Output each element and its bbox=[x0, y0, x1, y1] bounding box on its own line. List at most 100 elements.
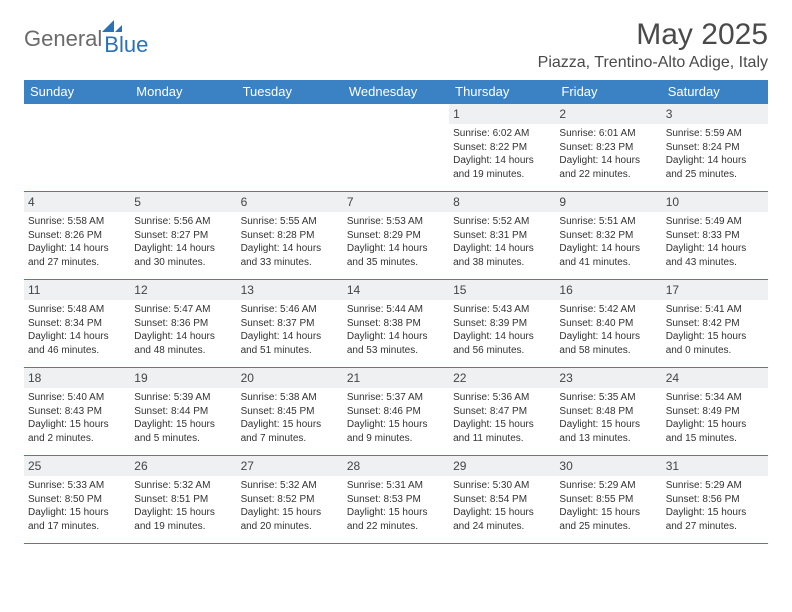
day-header-row: SundayMondayTuesdayWednesdayThursdayFrid… bbox=[24, 80, 768, 104]
day-cell: 28 Sunrise: 5:31 AMSunset: 8:53 PMDayligh… bbox=[343, 456, 449, 544]
day-info: Sunrise: 5:35 AMSunset: 8:48 PMDaylight:… bbox=[559, 391, 657, 445]
month-title: May 2025 bbox=[538, 18, 768, 52]
day-number: 8 bbox=[449, 192, 555, 212]
day-number: 30 bbox=[555, 456, 661, 476]
day-number: 24 bbox=[662, 368, 768, 388]
day-number: 23 bbox=[555, 368, 661, 388]
day-number: 16 bbox=[555, 280, 661, 300]
day-number: 4 bbox=[24, 192, 130, 212]
logo: GeneralBlue bbox=[24, 18, 148, 58]
week-row: 18 Sunrise: 5:40 AMSunset: 8:43 PMDayligh… bbox=[24, 368, 768, 456]
day-cell: 7Sunrise: 5:53 AMSunset: 8:29 PMDaylight… bbox=[343, 192, 449, 280]
day-number: 21 bbox=[343, 368, 449, 388]
day-info: Sunrise: 5:36 AMSunset: 8:47 PMDaylight:… bbox=[453, 391, 551, 445]
day-info: Sunrise: 5:29 AMSunset: 8:56 PMDaylight:… bbox=[666, 479, 764, 533]
day-number: 27 bbox=[237, 456, 343, 476]
day-info: Sunrise: 5:47 AMSunset: 8:36 PMDaylight:… bbox=[134, 303, 232, 357]
day-info: Sunrise: 5:37 AMSunset: 8:46 PMDaylight:… bbox=[347, 391, 445, 445]
day-cell: 16 Sunrise: 5:42 AMSunset: 8:40 PMDayligh… bbox=[555, 280, 661, 368]
day-number: 11 bbox=[24, 280, 130, 300]
calendar-table: SundayMondayTuesdayWednesdayThursdayFrid… bbox=[24, 80, 768, 544]
day-cell: 10 Sunrise: 5:49 AMSunset: 8:33 PMDayligh… bbox=[662, 192, 768, 280]
day-cell: 26Sunrise: 5:32 AMSunset: 8:51 PMDayligh… bbox=[130, 456, 236, 544]
logo-icon-wrap: Blue bbox=[104, 26, 148, 58]
day-number: 22 bbox=[449, 368, 555, 388]
day-number: 12 bbox=[130, 280, 236, 300]
day-cell bbox=[24, 104, 130, 192]
day-number: 29 bbox=[449, 456, 555, 476]
day-number: 7 bbox=[343, 192, 449, 212]
day-header: Wednesday bbox=[343, 80, 449, 104]
day-info: Sunrise: 5:38 AMSunset: 8:45 PMDaylight:… bbox=[241, 391, 339, 445]
day-number: 17 bbox=[662, 280, 768, 300]
day-info: Sunrise: 5:59 AMSunset: 8:24 PMDaylight:… bbox=[666, 127, 764, 181]
day-cell: 31Sunrise: 5:29 AMSunset: 8:56 PMDayligh… bbox=[662, 456, 768, 544]
day-info: Sunrise: 5:29 AMSunset: 8:55 PMDaylight:… bbox=[559, 479, 657, 533]
day-cell: 21 Sunrise: 5:37 AMSunset: 8:46 PMDayligh… bbox=[343, 368, 449, 456]
day-header: Thursday bbox=[449, 80, 555, 104]
day-cell: 22 Sunrise: 5:36 AMSunset: 8:47 PMDayligh… bbox=[449, 368, 555, 456]
day-info: Sunrise: 5:30 AMSunset: 8:54 PMDaylight:… bbox=[453, 479, 551, 533]
day-cell: 13Sunrise: 5:46 AMSunset: 8:37 PMDayligh… bbox=[237, 280, 343, 368]
day-cell: 14Sunrise: 5:44 AMSunset: 8:38 PMDayligh… bbox=[343, 280, 449, 368]
week-row: 25Sunrise: 5:33 AMSunset: 8:50 PMDayligh… bbox=[24, 456, 768, 544]
empty-day bbox=[237, 104, 343, 124]
day-header: Tuesday bbox=[237, 80, 343, 104]
day-cell: 29 Sunrise: 5:30 AMSunset: 8:54 PMDayligh… bbox=[449, 456, 555, 544]
day-cell: 2 Sunrise: 6:01 AMSunset: 8:23 PMDaylight… bbox=[555, 104, 661, 192]
day-info: Sunrise: 5:31 AMSunset: 8:53 PMDaylight:… bbox=[347, 479, 445, 533]
day-info: Sunrise: 5:40 AMSunset: 8:43 PMDaylight:… bbox=[28, 391, 126, 445]
day-cell: 30 Sunrise: 5:29 AMSunset: 8:55 PMDayligh… bbox=[555, 456, 661, 544]
day-number: 13 bbox=[237, 280, 343, 300]
location: Piazza, Trentino-Alto Adige, Italy bbox=[538, 54, 768, 72]
day-number: 2 bbox=[555, 104, 661, 124]
day-number: 20 bbox=[237, 368, 343, 388]
day-cell: 18 Sunrise: 5:40 AMSunset: 8:43 PMDayligh… bbox=[24, 368, 130, 456]
day-info: Sunrise: 5:52 AMSunset: 8:31 PMDaylight:… bbox=[453, 215, 551, 269]
day-number: 14 bbox=[343, 280, 449, 300]
day-cell: 15Sunrise: 5:43 AMSunset: 8:39 PMDayligh… bbox=[449, 280, 555, 368]
day-cell: 5 Sunrise: 5:56 AMSunset: 8:27 PMDaylight… bbox=[130, 192, 236, 280]
day-cell: 24 Sunrise: 5:34 AMSunset: 8:49 PMDayligh… bbox=[662, 368, 768, 456]
day-header: Friday bbox=[555, 80, 661, 104]
empty-day bbox=[343, 104, 449, 124]
day-info: Sunrise: 5:58 AMSunset: 8:26 PMDaylight:… bbox=[28, 215, 126, 269]
week-row: 11Sunrise: 5:48 AMSunset: 8:34 PMDayligh… bbox=[24, 280, 768, 368]
day-number: 28 bbox=[343, 456, 449, 476]
day-cell bbox=[130, 104, 236, 192]
day-cell: 3Sunrise: 5:59 AMSunset: 8:24 PMDaylight… bbox=[662, 104, 768, 192]
day-cell bbox=[237, 104, 343, 192]
day-info: Sunrise: 6:02 AMSunset: 8:22 PMDaylight:… bbox=[453, 127, 551, 181]
header: GeneralBlue May 2025 Piazza, Trentino-Al… bbox=[24, 18, 768, 72]
empty-day bbox=[24, 104, 130, 124]
day-cell: 12 Sunrise: 5:47 AMSunset: 8:36 PMDayligh… bbox=[130, 280, 236, 368]
day-number: 5 bbox=[130, 192, 236, 212]
day-info: Sunrise: 5:51 AMSunset: 8:32 PMDaylight:… bbox=[559, 215, 657, 269]
title-block: May 2025 Piazza, Trentino-Alto Adige, It… bbox=[538, 18, 768, 72]
day-cell: 19 Sunrise: 5:39 AMSunset: 8:44 PMDayligh… bbox=[130, 368, 236, 456]
empty-day bbox=[130, 104, 236, 124]
day-number: 25 bbox=[24, 456, 130, 476]
day-number: 18 bbox=[24, 368, 130, 388]
day-info: Sunrise: 5:42 AMSunset: 8:40 PMDaylight:… bbox=[559, 303, 657, 357]
day-info: Sunrise: 6:01 AMSunset: 8:23 PMDaylight:… bbox=[559, 127, 657, 181]
day-number: 6 bbox=[237, 192, 343, 212]
day-cell: 4 Sunrise: 5:58 AMSunset: 8:26 PMDaylight… bbox=[24, 192, 130, 280]
day-info: Sunrise: 5:39 AMSunset: 8:44 PMDaylight:… bbox=[134, 391, 232, 445]
week-row: 4 Sunrise: 5:58 AMSunset: 8:26 PMDaylight… bbox=[24, 192, 768, 280]
day-info: Sunrise: 5:55 AMSunset: 8:28 PMDaylight:… bbox=[241, 215, 339, 269]
day-number: 9 bbox=[555, 192, 661, 212]
day-info: Sunrise: 5:34 AMSunset: 8:49 PMDaylight:… bbox=[666, 391, 764, 445]
day-cell: 20 Sunrise: 5:38 AMSunset: 8:45 PMDayligh… bbox=[237, 368, 343, 456]
logo-text-blue: Blue bbox=[104, 32, 148, 58]
day-info: Sunrise: 5:49 AMSunset: 8:33 PMDaylight:… bbox=[666, 215, 764, 269]
day-cell: 6 Sunrise: 5:55 AMSunset: 8:28 PMDaylight… bbox=[237, 192, 343, 280]
day-cell bbox=[343, 104, 449, 192]
day-cell: 8 Sunrise: 5:52 AMSunset: 8:31 PMDaylight… bbox=[449, 192, 555, 280]
day-number: 19 bbox=[130, 368, 236, 388]
day-cell: 25Sunrise: 5:33 AMSunset: 8:50 PMDayligh… bbox=[24, 456, 130, 544]
day-number: 10 bbox=[662, 192, 768, 212]
day-cell: 1Sunrise: 6:02 AMSunset: 8:22 PMDaylight… bbox=[449, 104, 555, 192]
day-info: Sunrise: 5:56 AMSunset: 8:27 PMDaylight:… bbox=[134, 215, 232, 269]
day-cell: 17Sunrise: 5:41 AMSunset: 8:42 PMDayligh… bbox=[662, 280, 768, 368]
